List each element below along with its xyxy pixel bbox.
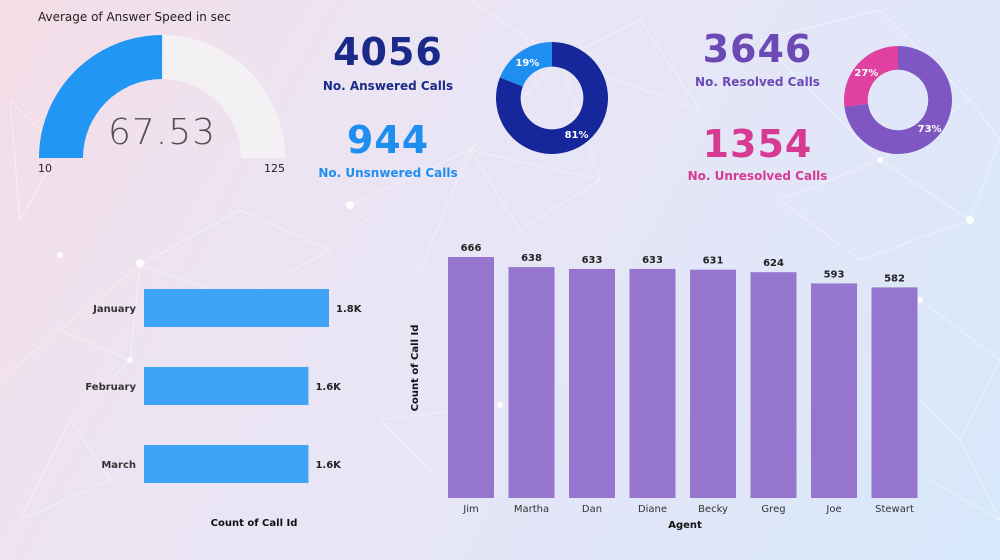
agent-bar <box>811 283 857 498</box>
month-bar-value: 1.6K <box>315 382 342 393</box>
agent-bar-value: 633 <box>642 255 663 266</box>
calls-by-month-chart: January 1.8K February 1.6K March 1.6K Count of… <box>85 289 363 529</box>
gauge-min-label: 10 <box>38 162 52 175</box>
agent-bar-value: 666 <box>461 243 482 254</box>
agent-bar <box>690 269 736 498</box>
donut-label-resolved: 73% <box>918 124 942 135</box>
gauge-value: 67.53 <box>107 112 217 153</box>
agent-chart-x-title: Agent <box>668 520 702 531</box>
donut-slice-resolved <box>844 46 952 154</box>
answered-calls-value: 4056 <box>333 30 443 74</box>
agent-chart-y-title: Count of Call Id <box>410 325 421 412</box>
donut-slice-unresolved <box>844 46 898 107</box>
agent-label: Dan <box>582 504 602 515</box>
agent-bar-value: 633 <box>582 255 603 266</box>
month-bar <box>144 445 309 483</box>
donut-label-unresolved: 27% <box>854 68 878 79</box>
resolved-calls-label: No. Resolved Calls <box>695 75 820 89</box>
agent-label: Diane <box>638 504 667 515</box>
donut-label-answered: 81% <box>565 130 589 141</box>
month-bar-value: 1.6K <box>315 460 342 471</box>
agent-label: Martha <box>514 504 549 515</box>
agent-label: Greg <box>761 504 785 515</box>
unresolved-calls-label: No. Unresolved Calls <box>687 169 828 183</box>
agent-bar-value: 638 <box>521 253 542 264</box>
donut-slice-answered <box>496 42 608 154</box>
unanswered-calls-value: 944 <box>346 118 430 162</box>
month-label: March <box>101 460 136 471</box>
agent-label: Stewart <box>875 504 914 515</box>
gauge-track <box>162 35 285 158</box>
agent-bar-value: 624 <box>763 258 784 269</box>
month-chart-x-title: Count of Call Id <box>211 518 298 529</box>
month-bar <box>144 367 309 405</box>
agent-bar <box>750 272 797 498</box>
agent-bar-value: 593 <box>824 269 845 280</box>
agent-bar <box>448 257 494 498</box>
agent-bar <box>569 268 615 498</box>
month-label: February <box>85 382 136 393</box>
gauge-max-label: 125 <box>264 162 285 175</box>
unanswered-calls-label: No. Unsnwered Calls <box>318 166 458 180</box>
month-label: January <box>92 304 136 315</box>
resolved-donut-chart: 73% 27% <box>844 46 952 154</box>
agent-bar <box>629 268 676 498</box>
donut-label-unanswered: 19% <box>515 58 539 69</box>
agent-bar-value: 631 <box>703 256 724 267</box>
month-bar <box>144 289 329 327</box>
agent-bar-value: 582 <box>884 273 905 284</box>
agent-bar <box>871 287 918 498</box>
answer-speed-gauge <box>39 35 285 158</box>
agent-label: Jim <box>462 504 478 515</box>
agent-label: Joe <box>825 504 841 515</box>
calls-by-agent-chart: 666 Jim 638 Martha 633 Dan 633 Diane 631 Becky 624… <box>410 243 918 531</box>
agent-label: Becky <box>698 504 728 515</box>
gauge-fill <box>39 35 163 158</box>
month-bar-value: 1.8K <box>336 304 363 315</box>
agent-bar <box>508 267 555 498</box>
donut-slice-unanswered <box>499 42 552 87</box>
gauge-title: Average of Answer Speed in sec <box>38 10 231 24</box>
resolved-calls-value: 3646 <box>702 27 813 71</box>
answered-calls-label: No. Answered Calls <box>322 79 454 93</box>
answered-donut-chart: 81% 19% <box>496 42 608 154</box>
unresolved-calls-value: 1354 <box>702 122 813 166</box>
